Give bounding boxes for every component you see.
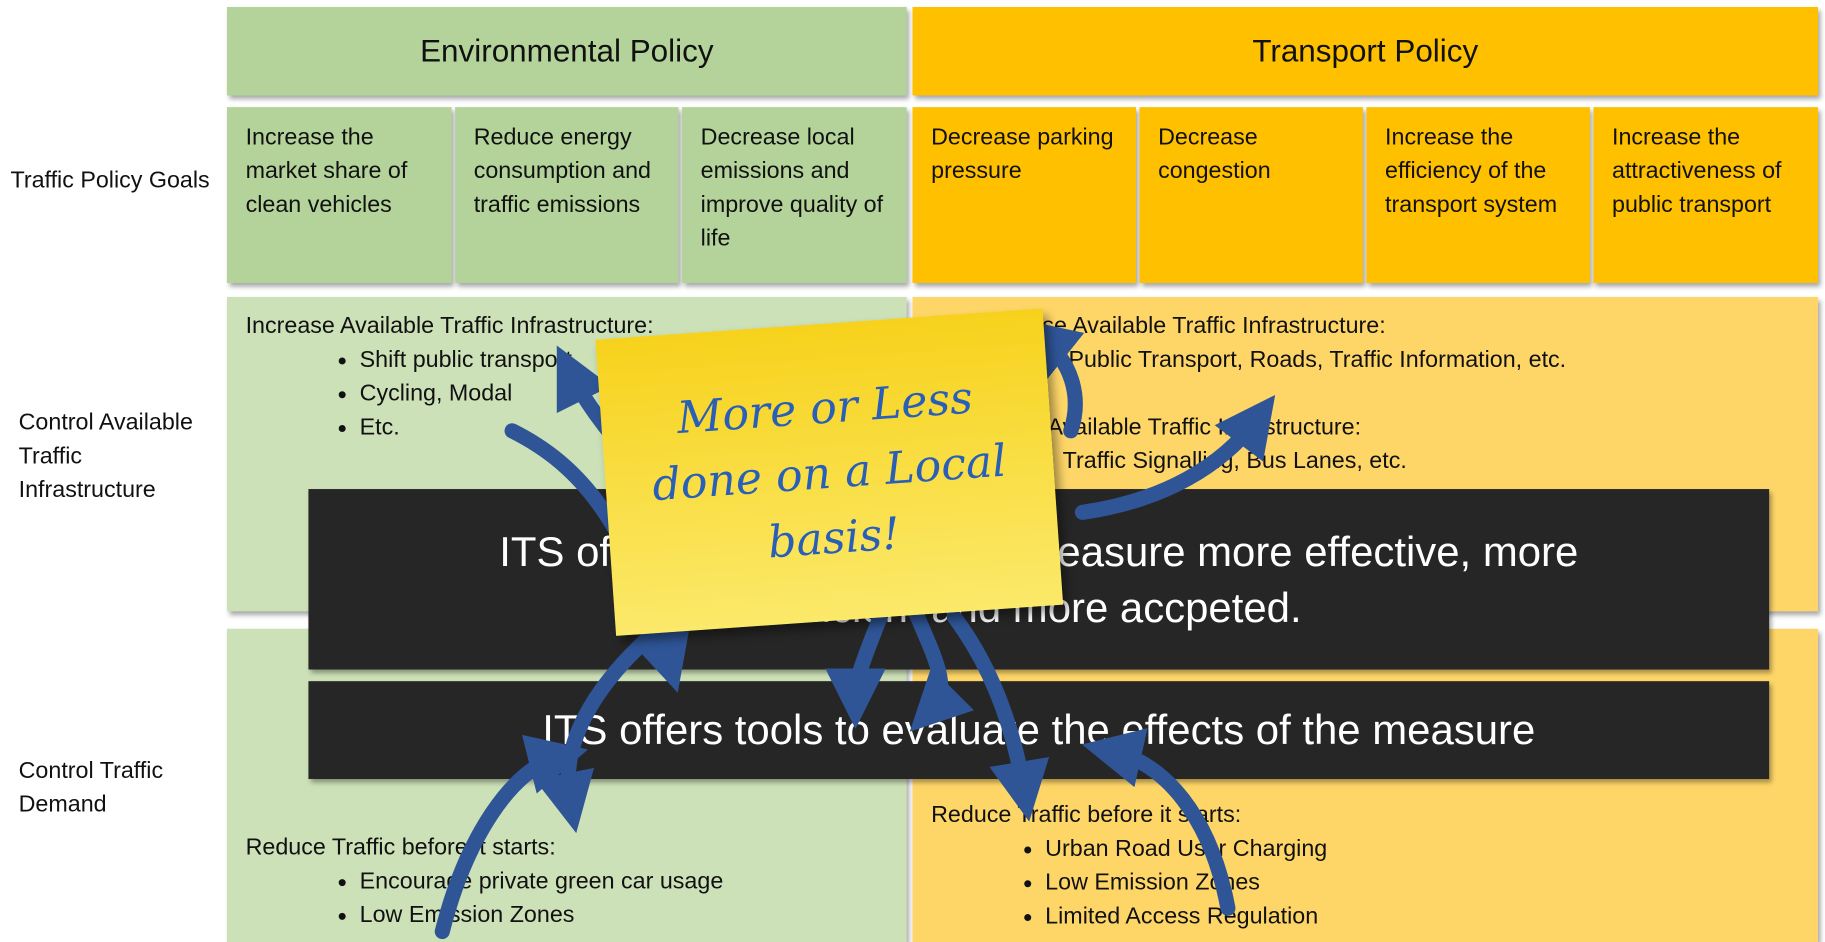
slide: Environmental Policy Transport Policy Tr…: [0, 0, 1825, 942]
sticky-note: More or Less done on a Local basis!: [595, 308, 1063, 635]
page: Environmental Policy Transport Policy Tr…: [0, 0, 1825, 942]
